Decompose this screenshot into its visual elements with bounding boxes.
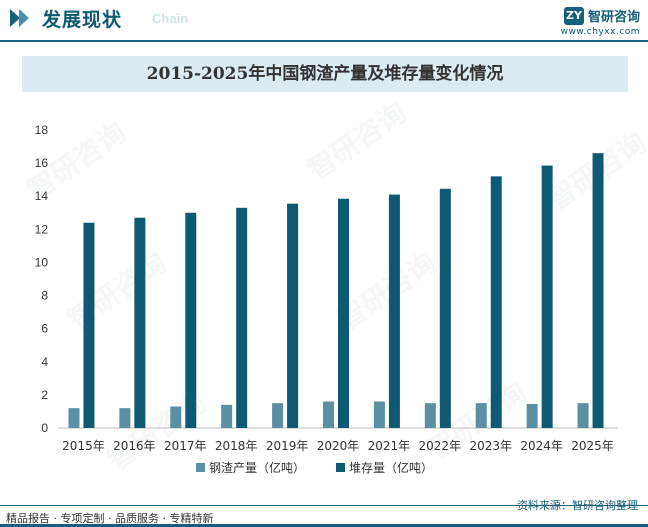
bar-production [272, 403, 284, 428]
section-title: 发展现状 [42, 9, 123, 31]
bar-stock [592, 153, 604, 428]
brand-url: www.chyxx.com [560, 27, 640, 37]
bar-stock [338, 198, 349, 428]
y-tick-label: 6 [41, 322, 48, 336]
bar-production [526, 403, 538, 428]
bar-production [68, 408, 80, 428]
bar-stock [236, 207, 248, 428]
x-tick-label: 2017年 [164, 439, 207, 453]
section-title-en: Chain [152, 11, 189, 26]
y-tick-label: 14 [35, 189, 49, 203]
legend-swatch [336, 463, 345, 472]
legend-label: 堆存量（亿吨） [349, 460, 433, 475]
footer-divider [0, 505, 648, 506]
bar-stock [83, 222, 95, 428]
bar-production [424, 403, 436, 428]
bar-production [119, 408, 131, 428]
header-divider [0, 40, 648, 42]
chart-title-band: 2015-2025年中国钢渣产量及堆存量变化情况 [22, 56, 628, 92]
bar-production [475, 403, 487, 428]
bar-production [373, 401, 385, 428]
x-tick-label: 2018年 [215, 439, 258, 453]
x-tick-label: 2019年 [266, 439, 309, 453]
legend-swatch [196, 463, 205, 472]
brand-logo-icon: ZY [563, 6, 584, 25]
y-tick-label: 0 [41, 421, 48, 435]
source-note: 资料来源：智研咨询整理 [517, 499, 638, 512]
x-tick-label: 2021年 [368, 439, 411, 453]
y-tick-label: 10 [35, 255, 49, 269]
bar-production [577, 403, 589, 428]
x-tick-label: 2015年 [62, 439, 105, 453]
header-arrow-icon [10, 9, 20, 27]
footer-tagline: 精品报告 · 专项定制 · 品质服务 · 专精特新 [6, 512, 214, 525]
bar-stock [287, 203, 299, 428]
bar-stock [388, 194, 400, 428]
y-tick-label: 4 [41, 355, 48, 369]
brand-name: 智研咨询 [587, 10, 640, 25]
x-tick-label: 2016年 [113, 439, 156, 453]
y-tick-label: 16 [35, 156, 49, 170]
bar-stock [185, 212, 197, 428]
bar-production [323, 401, 334, 428]
bar-stock [439, 188, 451, 428]
y-tick-label: 12 [35, 222, 49, 236]
bar-chart: 0 2 4 6 8 10 12 14 16 18 2015年 2016年 2017年 2018年 2019年… [35, 123, 618, 475]
bar-stock [541, 165, 553, 428]
legend-label: 钢渣产量（亿吨） [209, 460, 305, 475]
bar-stock [134, 217, 146, 428]
x-tick-label: 2023年 [469, 439, 512, 453]
chart-title: 2015-2025年中国钢渣产量及堆存量变化情况 [146, 64, 504, 84]
footer-bar [0, 524, 648, 527]
bar-production [170, 406, 182, 428]
header-bar: 发展现状 Chain ZY 智研咨询 www.chyxx.com [0, 0, 648, 38]
bar-stock [490, 176, 502, 428]
y-tick-label: 2 [41, 388, 48, 402]
brand: ZY 智研咨询 www.chyxx.com [561, 5, 640, 37]
x-tick-label: 2020年 [317, 439, 360, 453]
y-tick-label: 8 [41, 289, 48, 303]
x-tick-label: 2025年 [571, 439, 614, 453]
x-tick-label: 2022年 [419, 439, 462, 453]
bar-production [221, 404, 233, 428]
x-tick-label: 2024年 [520, 439, 563, 453]
y-tick-label: 18 [35, 123, 49, 137]
header-arrow-icon-2 [19, 9, 29, 27]
